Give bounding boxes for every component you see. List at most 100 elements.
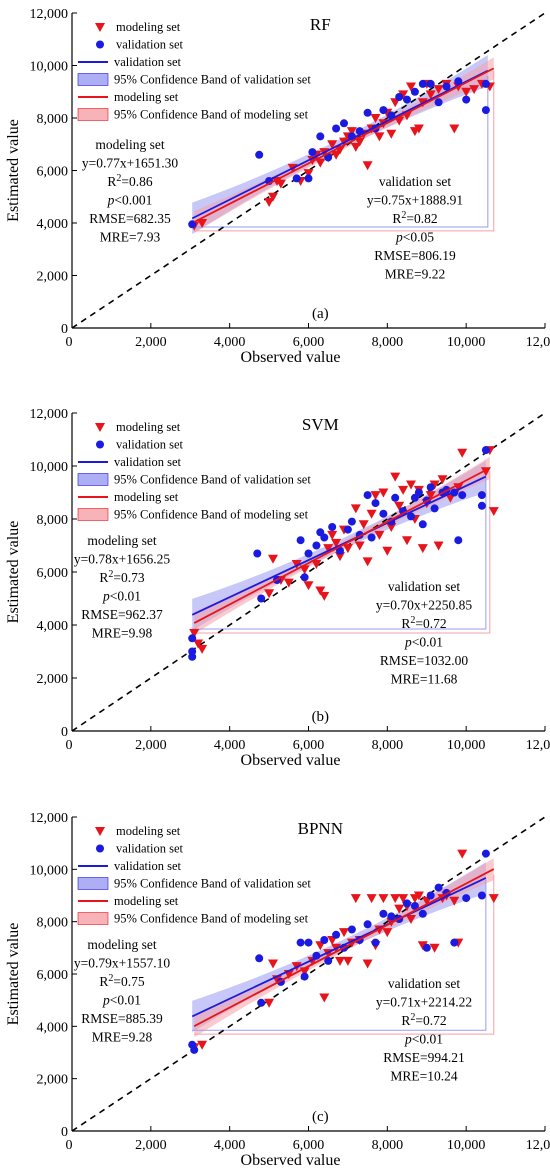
x-tick-label: 8,000 [372, 335, 404, 350]
validation-point [292, 174, 301, 183]
x-axis-title: Observed value [241, 349, 341, 366]
modeling-stat-line: modeling set [95, 137, 165, 152]
validation-point [336, 546, 344, 555]
y-axis-title: Estimated value [5, 521, 22, 624]
validation-stat-line: p<0.01 [404, 635, 443, 650]
modeling-point [264, 998, 275, 1008]
validation-stat-line: y=0.75x+1888.91 [367, 193, 463, 208]
modeling-point [366, 509, 377, 519]
legend-modeling-marker [95, 423, 105, 432]
legend-band-swatch [77, 912, 109, 925]
legend-modeling-points-label: modeling set [116, 824, 181, 838]
validation-point [387, 912, 396, 921]
modeling-stat-line: modeling set [87, 533, 157, 548]
legend-band-swatch [77, 108, 109, 121]
modeling-stat-line: MRE=9.28 [92, 1030, 153, 1045]
y-tick-label: 10,000 [30, 863, 69, 878]
validation-point [304, 174, 313, 183]
chart-panel-svm: 0 2,000 4,000 6,000 8,000 10,000 12,000 0 2,000 4… [5, 407, 550, 769]
modeling-point [291, 560, 302, 569]
modeling-range-bracket [194, 874, 495, 1035]
legend-band-label: 95% Confidence Band of validation set [114, 73, 311, 87]
x-tick-label: 12,000 [526, 1138, 550, 1153]
x-tick-label: 12,000 [526, 738, 550, 753]
legend-band-label: 95% Confidence Band of modeling set [114, 108, 309, 122]
validation-point [426, 79, 435, 88]
modeling-point [189, 629, 200, 638]
validation-point [304, 549, 313, 558]
modeling-point [402, 536, 412, 546]
chart-panel-bpnn: 0 2,000 4,000 6,000 8,000 10,000 12,000 0 2,000 4… [5, 811, 550, 1169]
validation-point [316, 132, 325, 141]
legend-modeling-points-label: modeling set [116, 420, 181, 434]
modeling-point [193, 639, 204, 649]
x-tick-label: 4,000 [214, 335, 246, 350]
validation-stat-line: MRE=11.68 [391, 672, 458, 687]
modeling-point [386, 523, 397, 532]
legend-band-label: 95% Confidence Band of validation set [114, 877, 311, 891]
validation-stat-line: R2=0.72 [401, 615, 446, 631]
modeling-point [335, 956, 345, 966]
modeling-stat-line: modeling set [87, 937, 157, 952]
validation-point [407, 512, 415, 521]
modeling-point [331, 538, 342, 548]
modeling-point [358, 520, 369, 530]
validation-point [367, 533, 376, 542]
legend-fit-line-label: validation set [114, 55, 182, 69]
validation-point [188, 652, 197, 661]
validation-stat-line: p<0.05 [395, 230, 434, 245]
modeling-point [346, 127, 357, 137]
modeling-point [413, 124, 424, 134]
modeling-point [488, 507, 499, 516]
x-tick-label: 8,000 [372, 1138, 404, 1153]
modeling-stat-line: RMSE=962.37 [81, 607, 163, 622]
legend-band-swatch [77, 473, 109, 486]
validation-point [324, 153, 333, 162]
validation-point [403, 95, 411, 104]
modeling-point [413, 891, 424, 901]
validation-point [477, 891, 486, 900]
validation-point [312, 541, 321, 550]
legend-fit-line-label: modeling set [114, 894, 179, 908]
validation-point [340, 119, 348, 128]
validation-point [328, 523, 337, 531]
modeling-stat-line: R2=0.73 [99, 569, 145, 585]
validation-stat-line: p<0.01 [404, 1032, 443, 1047]
modeling-point [327, 140, 338, 150]
x-tick-label: 10,000 [447, 1138, 486, 1153]
validation-point [454, 77, 463, 86]
modeling-point [394, 501, 405, 511]
legend-band-swatch [77, 877, 109, 890]
validation-stat-line: RMSE=806.19 [374, 248, 456, 263]
y-tick-label: 2,000 [37, 672, 69, 687]
modeling-point [374, 132, 385, 142]
y-tick-label: 4,000 [37, 619, 69, 634]
validation-point [426, 891, 435, 900]
identity-line [71, 816, 546, 1132]
y-tick-label: 8,000 [37, 112, 69, 127]
x-axis-title: Observed value [241, 1152, 341, 1169]
modeling-point [350, 894, 361, 904]
validation-point [434, 98, 443, 107]
legend-validation-points-label: validation set [116, 38, 184, 52]
validation-point [332, 930, 341, 939]
validation-point [300, 972, 309, 981]
modeling-point [390, 894, 401, 904]
modeling-stat-line: R2=0.75 [99, 973, 145, 989]
y-tick-label: 0 [61, 725, 68, 740]
modeling-point [264, 589, 275, 599]
validation-point [410, 902, 419, 910]
modeling-point [366, 894, 377, 904]
modeling-point [457, 849, 468, 859]
validation-point [481, 849, 490, 858]
legend-validation-marker [96, 844, 104, 853]
modeling-point [398, 90, 409, 100]
validation-point [477, 501, 486, 510]
modeling-point [354, 137, 365, 147]
validation-range-bracket [192, 476, 487, 630]
validation-range-bracket [192, 879, 487, 1031]
y-tick-label: 0 [61, 322, 68, 337]
legend-band-swatch [77, 508, 109, 521]
modeling-point [335, 552, 345, 562]
